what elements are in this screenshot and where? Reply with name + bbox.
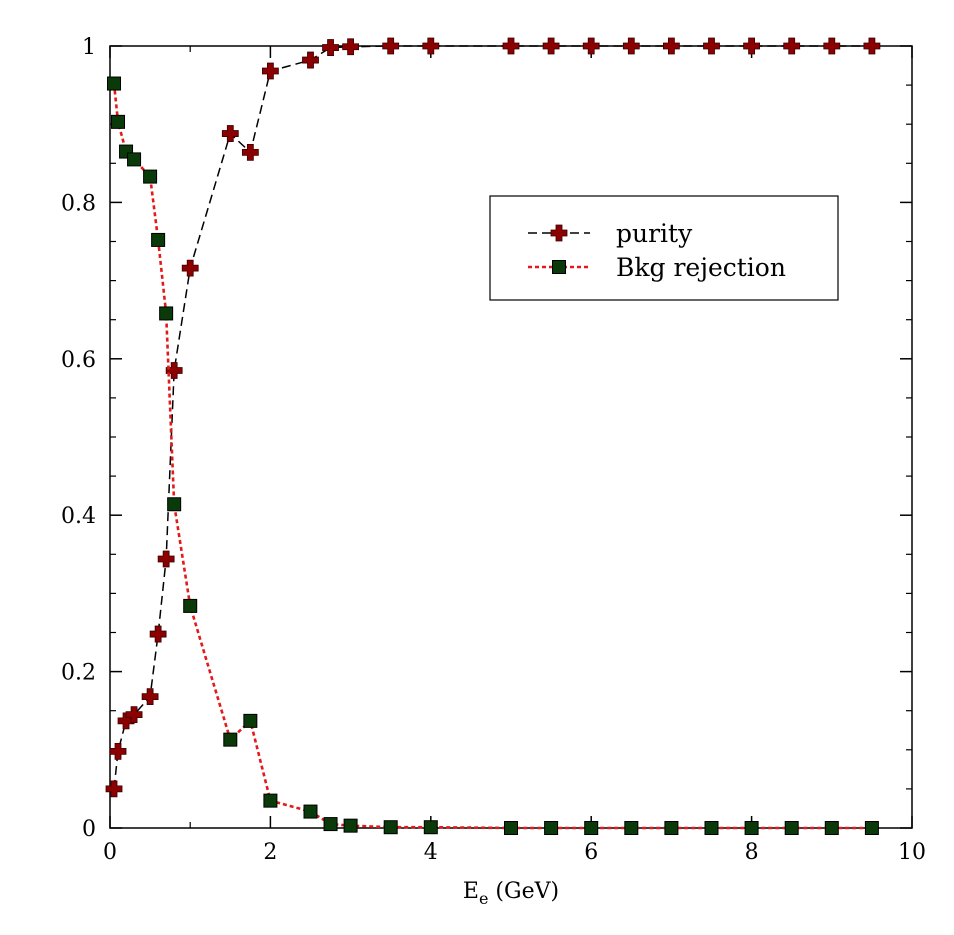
legend-label-purity: purity bbox=[616, 219, 693, 248]
x-axis-title: Ee (GeV) bbox=[463, 879, 559, 908]
x-tick-label: 8 bbox=[745, 840, 759, 865]
data-point-bkg-rejection bbox=[744, 821, 759, 835]
y-tick-label: 0.4 bbox=[61, 504, 96, 529]
y-tick-label: 0.2 bbox=[61, 661, 96, 686]
data-point-bkg-rejection bbox=[143, 169, 158, 184]
data-point-bkg-rejection bbox=[423, 820, 438, 835]
data-point-purity bbox=[165, 362, 183, 379]
data-point-bkg-rejection bbox=[183, 598, 198, 613]
data-point-bkg-rejection bbox=[127, 152, 142, 167]
data-point-purity bbox=[342, 38, 359, 56]
data-point-bkg-rejection bbox=[584, 821, 599, 835]
data-point-purity bbox=[582, 37, 600, 55]
y-tick-label: 1 bbox=[82, 35, 96, 60]
data-point-purity bbox=[663, 37, 680, 55]
data-point-purity bbox=[550, 224, 568, 242]
data-point-purity bbox=[322, 39, 339, 56]
data-point-purity bbox=[105, 780, 123, 798]
y-tick-label: 0.6 bbox=[61, 348, 96, 373]
axis-ticks bbox=[109, 45, 913, 829]
data-point-purity bbox=[382, 37, 400, 55]
data-point-bkg-rejection bbox=[824, 821, 839, 835]
data-point-bkg-rejection bbox=[864, 821, 879, 835]
data-point-bkg-rejection bbox=[544, 821, 559, 835]
series-line-purity bbox=[113, 45, 872, 789]
plot-frame bbox=[109, 45, 913, 829]
data-point-purity bbox=[181, 259, 199, 277]
data-point-purity bbox=[125, 706, 143, 724]
data-point-purity bbox=[542, 37, 560, 55]
data-point-purity bbox=[422, 37, 440, 55]
y-tick-label: 0 bbox=[82, 817, 96, 842]
data-point-bkg-rejection bbox=[664, 821, 679, 835]
data-point-purity bbox=[622, 37, 640, 55]
data-point-bkg-rejection bbox=[383, 820, 398, 835]
data-point-bkg-rejection bbox=[343, 818, 358, 833]
data-point-purity bbox=[823, 37, 841, 55]
data-point-purity bbox=[221, 125, 239, 142]
data-point-bkg-rejection bbox=[303, 804, 318, 819]
data-point-bkg-rejection bbox=[151, 232, 166, 247]
data-point-bkg-rejection bbox=[243, 713, 258, 728]
data-point-purity bbox=[109, 742, 127, 760]
data-point-purity bbox=[262, 62, 279, 80]
data-point-bkg-rejection bbox=[159, 306, 174, 321]
data-point-purity bbox=[302, 51, 319, 69]
data-point-purity bbox=[863, 37, 881, 55]
data-point-bkg-rejection bbox=[223, 732, 238, 747]
data-point-bkg-rejection bbox=[107, 76, 122, 91]
data-point-purity bbox=[743, 37, 760, 55]
data-point-bkg-rejection bbox=[552, 260, 566, 274]
data-point-purity bbox=[703, 37, 720, 55]
data-point-purity bbox=[141, 688, 159, 706]
x-tick-label: 0 bbox=[103, 840, 117, 865]
data-point-bkg-rejection bbox=[784, 821, 799, 835]
data-point-bkg-rejection bbox=[263, 793, 278, 808]
data-point-purity bbox=[157, 550, 175, 568]
legend-label-bkg-rejection: Bkg rejection bbox=[616, 253, 786, 282]
data-point-bkg-rejection bbox=[111, 114, 126, 129]
y-tick-label: 0.8 bbox=[61, 191, 96, 216]
data-point-bkg-rejection bbox=[704, 821, 719, 835]
x-tick-label: 4 bbox=[424, 840, 438, 865]
x-tick-label: 10 bbox=[898, 840, 926, 865]
data-point-purity bbox=[241, 143, 259, 161]
x-tick-label: 2 bbox=[263, 840, 277, 865]
data-point-purity bbox=[149, 625, 167, 643]
series-bkg-rejection bbox=[107, 76, 879, 835]
data-point-bkg-rejection bbox=[323, 817, 338, 832]
data-point-purity bbox=[783, 37, 801, 55]
series-purity bbox=[105, 37, 881, 798]
data-point-bkg-rejection bbox=[624, 821, 639, 835]
data-point-bkg-rejection bbox=[504, 821, 518, 835]
series-line-bkg-rejection bbox=[112, 83, 872, 830]
data-point-bkg-rejection bbox=[167, 497, 182, 512]
x-tick-label: 6 bbox=[584, 840, 598, 865]
series-layer bbox=[105, 37, 881, 835]
legend-box bbox=[489, 195, 839, 301]
data-point-purity bbox=[502, 37, 520, 55]
legend: purity Bkg rejection bbox=[489, 195, 839, 301]
axis-tick-labels: 0 2 4 6 8 10 0 0.2 0.4 0.6 0.8 1 bbox=[61, 35, 926, 865]
